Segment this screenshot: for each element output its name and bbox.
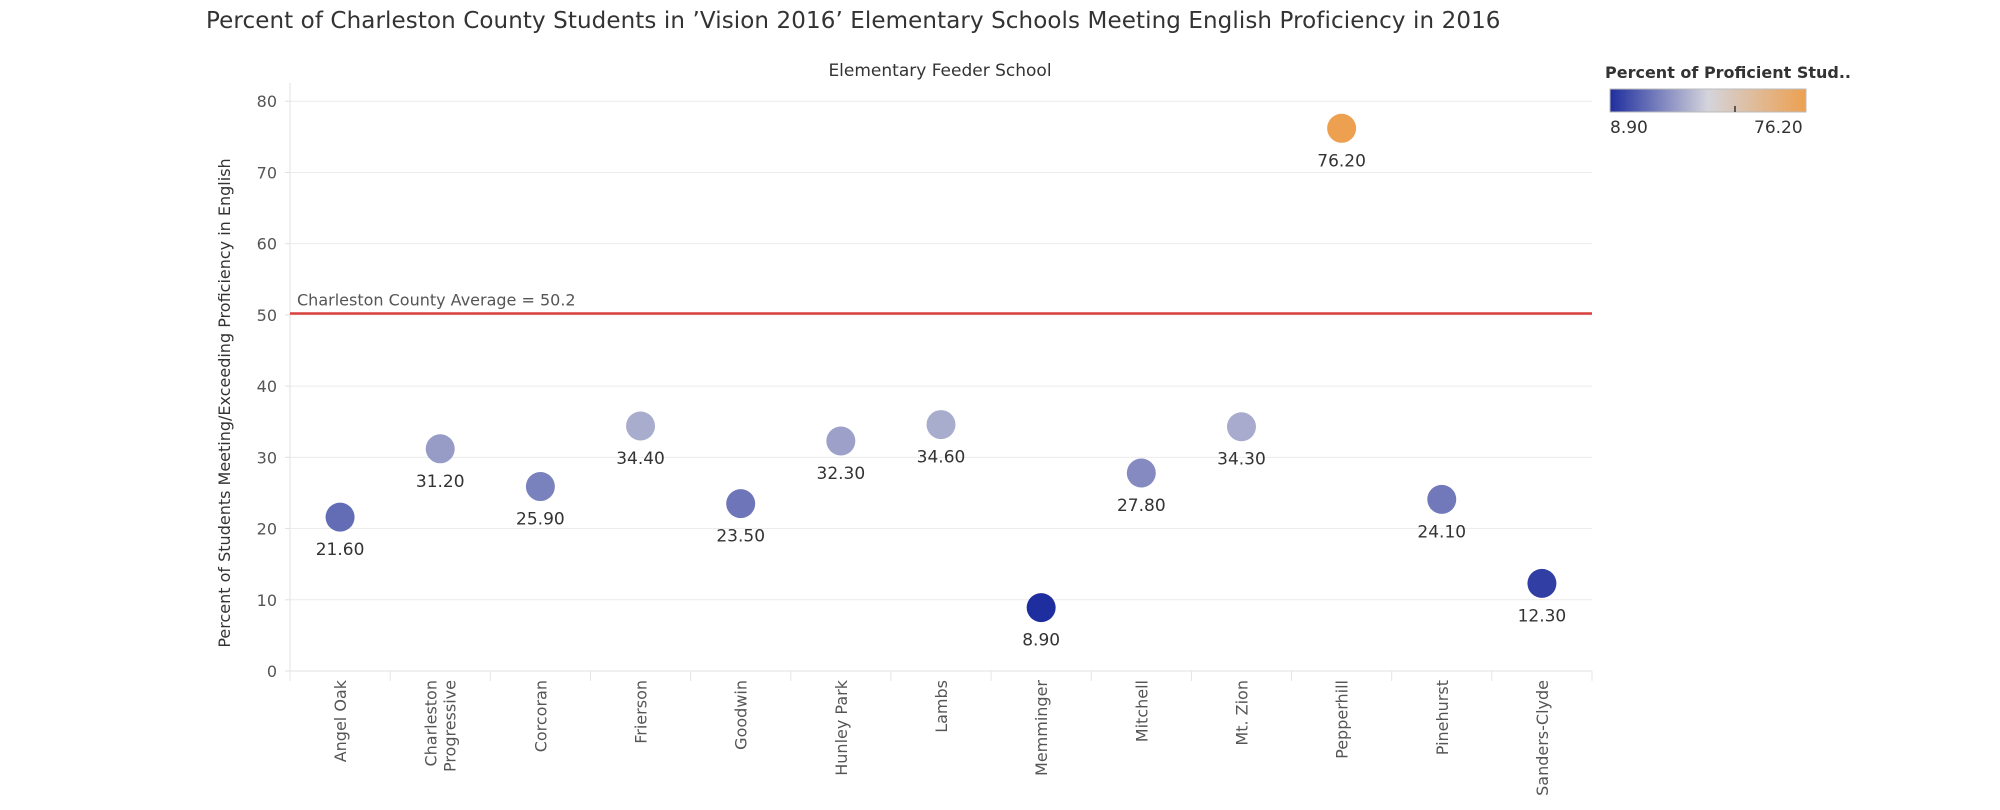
data-point[interactable]: [525, 472, 555, 502]
data-point[interactable]: [1226, 412, 1256, 442]
reference-line-group: Charleston County Average = 50.2: [290, 290, 1592, 315]
data-point[interactable]: [1126, 458, 1156, 488]
data-label: 34.60: [917, 448, 966, 468]
color-legend-title: Percent of Proficient Stud..: [1605, 63, 1852, 82]
x-tick-label: Hunley Park: [832, 679, 851, 775]
x-axis-title: Elementary Feeder School: [828, 61, 1051, 81]
data-label: 31.20: [416, 472, 465, 492]
data-point[interactable]: [1527, 568, 1557, 598]
data-point[interactable]: [425, 434, 455, 464]
data-label: 76.20: [1317, 151, 1366, 171]
y-tick-label: 60: [257, 235, 277, 254]
x-tick-label-line: Pepperhill: [1333, 680, 1352, 759]
data-label: 25.90: [516, 510, 565, 530]
x-tick-label: Frierson: [632, 680, 651, 744]
x-tick-label: Lambs: [932, 680, 951, 733]
x-tick-label: Corcoran: [531, 680, 550, 752]
color-legend-max-label: 76.20: [1754, 118, 1803, 138]
data-point[interactable]: [826, 426, 856, 456]
y-tick-label: 30: [257, 448, 277, 467]
x-tick-label-line: Sanders-Clyde: [1533, 680, 1552, 796]
data-point[interactable]: [1427, 484, 1457, 514]
data-label: 23.50: [716, 527, 765, 547]
x-tick-label: Goodwin: [732, 680, 751, 750]
y-tick-label: 80: [257, 92, 277, 111]
x-tick-label-line: Hunley Park: [832, 679, 851, 775]
data-point[interactable]: [726, 489, 756, 519]
reference-line-label: Charleston County Average = 50.2: [297, 290, 576, 309]
x-tick-label: Sanders-Clyde: [1533, 680, 1552, 796]
x-tick-label: Mt. Zion: [1232, 680, 1251, 746]
x-tick-label-line: Lambs: [932, 680, 951, 733]
x-tick-label: Pinehurst: [1433, 680, 1452, 755]
data-labels: 21.60 31.20 25.90 34.40 23.50 32.30 34.60 8.90 2…: [316, 151, 1567, 650]
data-point[interactable]: [325, 502, 355, 532]
x-tick-label: Mitchell: [1132, 680, 1151, 742]
x-tick-label-line: Progressive: [441, 680, 460, 772]
y-tick-label: 70: [257, 163, 277, 182]
y-tick-label: 10: [257, 591, 277, 610]
x-tick-label-line: Pinehurst: [1433, 680, 1452, 755]
data-point[interactable]: [926, 410, 956, 440]
y-tick-label: 40: [257, 377, 277, 396]
y-tick-label: 50: [257, 306, 277, 325]
data-points: [325, 113, 1557, 623]
y-tick-label: 0: [267, 662, 277, 681]
color-legend-min-label: 8.90: [1610, 118, 1648, 138]
x-tick-label-line: Corcoran: [531, 680, 550, 752]
chart-title: Percent of Charleston County Students in…: [206, 8, 1501, 34]
data-point[interactable]: [1026, 593, 1056, 623]
data-point[interactable]: [1327, 113, 1357, 143]
data-label: 34.40: [616, 449, 665, 469]
x-tick-labels: Angel Oak Charleston Progressive Corcoran Fr…: [331, 679, 1552, 796]
x-tick-label-line: Frierson: [632, 680, 651, 744]
data-label: 24.10: [1417, 522, 1466, 542]
data-label: 34.30: [1217, 450, 1266, 470]
data-point[interactable]: [626, 411, 656, 441]
x-tick-label: Memminger: [1032, 680, 1051, 776]
x-tick-label-line: Angel Oak: [331, 679, 350, 762]
data-label: 32.30: [817, 464, 866, 484]
x-tick-label-line: Charleston: [422, 680, 441, 767]
color-legend-bar: [1609, 88, 1807, 113]
x-tick-label-line: Goodwin: [732, 680, 751, 750]
x-tick-label: Angel Oak: [331, 679, 350, 762]
x-tick-label-line: Mitchell: [1132, 680, 1151, 742]
x-tick-label: Charleston Progressive: [422, 680, 460, 772]
data-label: 27.80: [1117, 496, 1166, 516]
x-tick-label: Pepperhill: [1333, 680, 1352, 759]
data-label: 8.90: [1022, 631, 1060, 651]
gridlines: [290, 100, 1592, 672]
axes: 0 10 20 30 40 50 60 70 80: [257, 83, 1593, 681]
y-tick-label: 20: [257, 520, 277, 539]
x-tick-label-line: Memminger: [1032, 680, 1051, 776]
data-label: 21.60: [316, 540, 365, 560]
y-axis-title: Percent of Students Meeting/Exceeding Pr…: [215, 158, 234, 647]
x-tick-label-line: Mt. Zion: [1232, 680, 1251, 746]
data-label: 12.30: [1518, 606, 1567, 626]
